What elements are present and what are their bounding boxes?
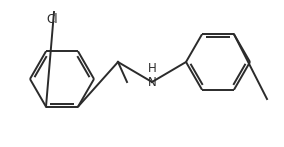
Text: Cl: Cl — [46, 12, 58, 25]
Text: N: N — [148, 76, 156, 88]
Text: H: H — [148, 62, 156, 75]
